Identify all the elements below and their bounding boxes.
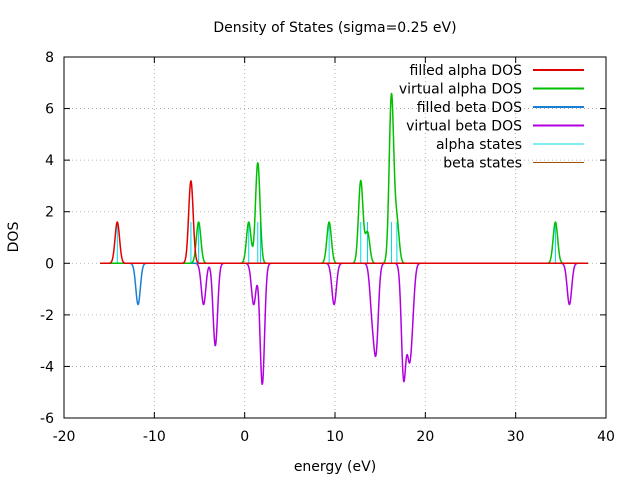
legend: filled alpha DOS virtual alpha DOS filled … [399,63,584,172]
x-tick-label: -20 [53,429,76,445]
y-axis-title: DOS [6,222,22,253]
series-layer [99,92,589,386]
x-tick-label: 0 [240,429,249,445]
x-tick-label: 40 [597,429,615,445]
legend-label-virtual-alpha-dos: virtual alpha DOS [399,82,522,98]
y-tick-label: 6 [45,102,54,118]
y-tick-label: -2 [40,308,54,324]
legend-label-alpha-states: alpha states [436,137,522,153]
y-tick-label: 8 [45,50,54,66]
x-tick-label: 20 [416,429,434,445]
legend-label-beta-states: beta states [443,156,522,172]
x-tick-label: -10 [143,429,166,445]
x-tick-label: 30 [507,429,525,445]
y-tick-label: -6 [40,411,54,427]
filled-alpha-dos-line [99,180,589,265]
legend-label-filled-alpha-dos: filled alpha DOS [410,63,523,79]
y-tick-label: -4 [40,359,54,375]
x-axis-title: energy (eV) [294,459,376,475]
legend-label-filled-beta-dos: filled beta DOS [417,100,522,116]
x-tick-label: 10 [326,429,344,445]
y-tick-label: 0 [45,256,54,272]
chart-title: Density of States (sigma=0.25 eV) [213,20,456,36]
filled-beta-dos-line [99,262,589,306]
grid [64,57,606,418]
y-tick-label: 2 [45,205,54,221]
y-tick-label: 4 [45,153,54,169]
legend-label-virtual-beta-dos: virtual beta DOS [406,119,522,135]
